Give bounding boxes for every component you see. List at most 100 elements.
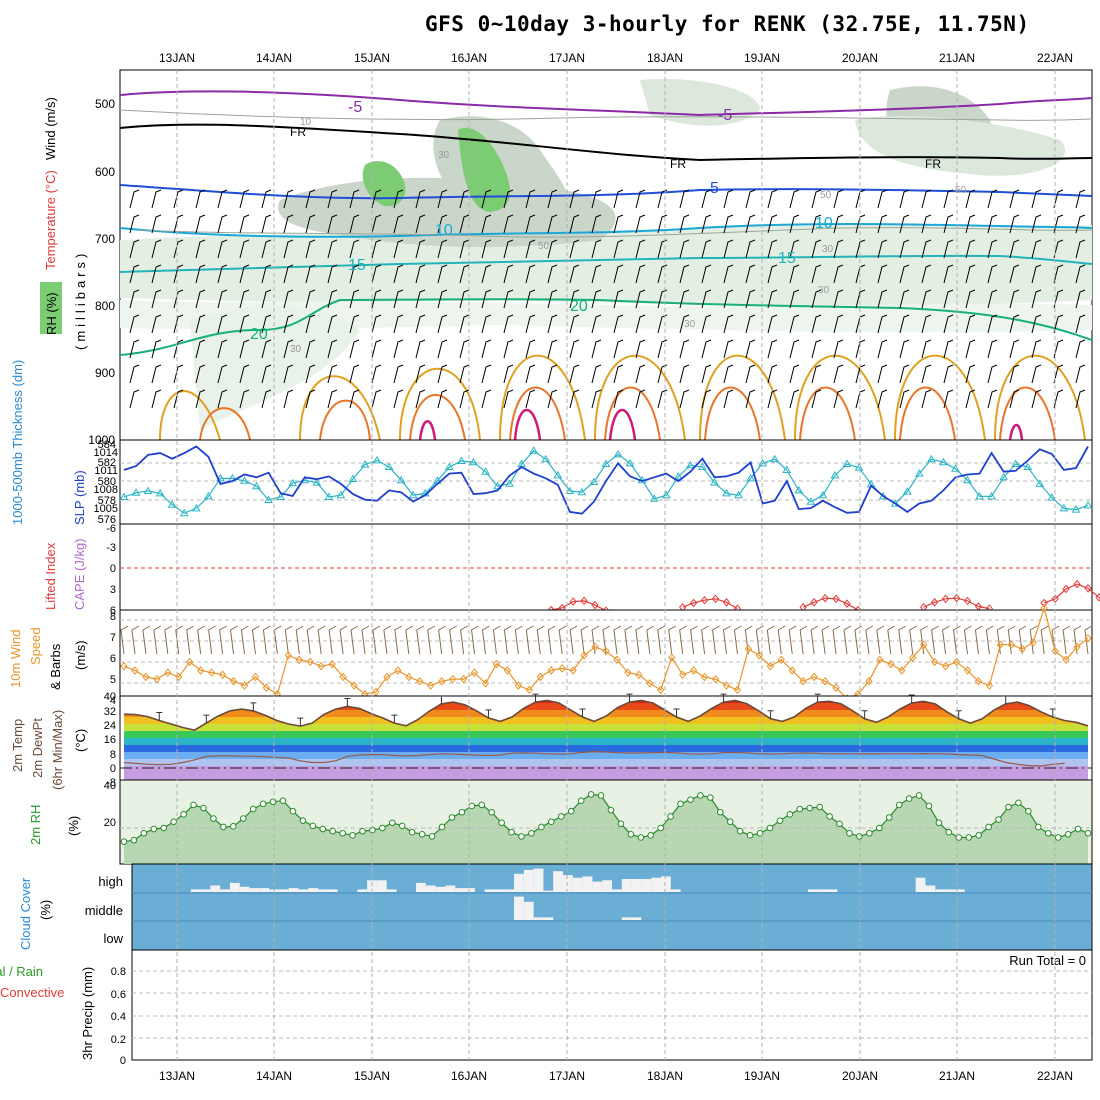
lifted-index-point bbox=[843, 599, 851, 608]
date-tick-bottom: 19JAN bbox=[744, 1069, 780, 1083]
upper-air-barb bbox=[723, 214, 734, 234]
upper-air-barb bbox=[129, 264, 140, 284]
cloud-bar-high bbox=[298, 889, 309, 892]
upper-air-barb bbox=[921, 214, 932, 234]
wind-speed-point bbox=[580, 651, 588, 660]
upper-air-barb bbox=[437, 389, 448, 409]
temp-band bbox=[124, 766, 1088, 780]
rh-point bbox=[508, 828, 515, 836]
upper-air-barb bbox=[173, 189, 184, 209]
upper-air-barb bbox=[789, 364, 800, 384]
upper-air-barb bbox=[327, 239, 338, 259]
contour-label: -5 bbox=[718, 107, 732, 124]
temp-tick: 16 bbox=[104, 734, 116, 746]
rh-point bbox=[567, 807, 575, 815]
temp-band bbox=[124, 745, 1088, 752]
rh-point bbox=[130, 836, 138, 844]
upper-air-barb bbox=[129, 214, 140, 234]
wind-speed-point bbox=[438, 676, 446, 686]
upper-air-barb bbox=[283, 389, 294, 409]
date-tick-top: 22JAN bbox=[1037, 51, 1073, 65]
rh2m-label: 2m RH bbox=[28, 805, 43, 845]
upper-air-barb bbox=[899, 189, 910, 209]
wind-speed-point bbox=[427, 681, 435, 690]
dewpoint-line bbox=[123, 750, 1065, 767]
wind-tick: 6 bbox=[110, 653, 116, 665]
wind-barb bbox=[963, 625, 972, 655]
upper-air-barb bbox=[943, 264, 954, 284]
upper-air-barb bbox=[547, 364, 558, 384]
wind-speed-point bbox=[996, 640, 1005, 649]
upper-air-barb bbox=[217, 264, 228, 284]
upper-air-barb bbox=[437, 264, 448, 284]
slp-point bbox=[541, 454, 551, 463]
temp2m-panel: 40 32 24 16 8 0 -8 2m Temp 2m DewPt (6hr… bbox=[10, 691, 1093, 790]
slp-point bbox=[818, 490, 828, 499]
upper-air-barb bbox=[217, 389, 228, 409]
upper-air-barb bbox=[569, 214, 580, 234]
minmax-whisker bbox=[391, 714, 398, 724]
upper-air-barb bbox=[283, 214, 294, 234]
temp-tick: 0 bbox=[110, 763, 116, 775]
slp-point bbox=[469, 457, 478, 466]
upper-air-barb bbox=[613, 214, 624, 234]
wind-speed-point bbox=[416, 676, 424, 686]
minmax-whisker bbox=[203, 714, 210, 724]
wind-speed-point bbox=[887, 659, 895, 669]
upper-air-barb bbox=[195, 189, 206, 209]
upper-air-barb bbox=[459, 339, 470, 359]
upper-air-barb bbox=[657, 264, 668, 284]
slp-point bbox=[396, 475, 406, 484]
wind-barb bbox=[635, 625, 644, 655]
upper-air-barb bbox=[635, 214, 646, 234]
wind-speed-point bbox=[536, 672, 544, 682]
slp-point bbox=[951, 464, 960, 472]
upper-air-barb bbox=[811, 389, 822, 409]
minmax-whisker bbox=[297, 717, 304, 727]
cloud-bar-high bbox=[357, 889, 368, 892]
cloud-bar-high bbox=[259, 888, 270, 892]
wind-tick: 8 bbox=[110, 611, 116, 623]
upper-air-barb bbox=[525, 264, 536, 284]
rh-point bbox=[379, 824, 386, 832]
upper-air-barb bbox=[437, 314, 448, 334]
cloud-bar-middle bbox=[543, 917, 554, 920]
upper-air-barb bbox=[701, 339, 712, 359]
temp-band bbox=[124, 724, 1088, 731]
cloud-bar-middle bbox=[514, 896, 524, 920]
rh-point bbox=[230, 823, 237, 830]
wind10m-label: 10m Wind bbox=[8, 629, 23, 688]
rh-point bbox=[259, 800, 267, 808]
cloud-bar-middle bbox=[621, 917, 632, 920]
slp-point bbox=[806, 497, 816, 505]
rh-point bbox=[617, 820, 625, 828]
upper-air-barb bbox=[789, 389, 800, 409]
wind-speed-point bbox=[635, 670, 643, 680]
upper-air-barb bbox=[349, 239, 360, 259]
chart-title: GFS 0~10day 3-hourly for RENK (32.75E, 1… bbox=[425, 12, 1030, 36]
slp-point bbox=[1071, 505, 1081, 513]
upper-air-barb bbox=[371, 339, 382, 359]
upper-air-barb bbox=[239, 214, 250, 234]
upper-air-barb bbox=[569, 364, 580, 384]
upper-air-barb bbox=[173, 264, 184, 284]
rh-point bbox=[796, 805, 804, 813]
upper-air-barb bbox=[965, 289, 976, 309]
lifted-index-point bbox=[832, 594, 840, 604]
upper-air-barb bbox=[679, 339, 690, 359]
upper-air-barb bbox=[239, 364, 250, 384]
upper-air-barb bbox=[591, 389, 602, 409]
cloud-bar-high bbox=[514, 873, 524, 892]
wind-barb bbox=[1007, 625, 1016, 655]
upper-air-barb bbox=[965, 339, 976, 359]
wind-speed-point bbox=[777, 655, 785, 665]
rh-point bbox=[160, 824, 168, 832]
rh-point bbox=[786, 811, 794, 818]
upper-air-barb bbox=[261, 339, 272, 359]
upper-air-barb bbox=[151, 214, 162, 234]
upper-air-barb bbox=[613, 239, 624, 259]
wind-speed-point bbox=[558, 664, 566, 673]
upper-air-barb bbox=[965, 239, 976, 259]
upper-air-barb bbox=[415, 264, 426, 284]
upper-air-barb bbox=[1053, 364, 1064, 384]
